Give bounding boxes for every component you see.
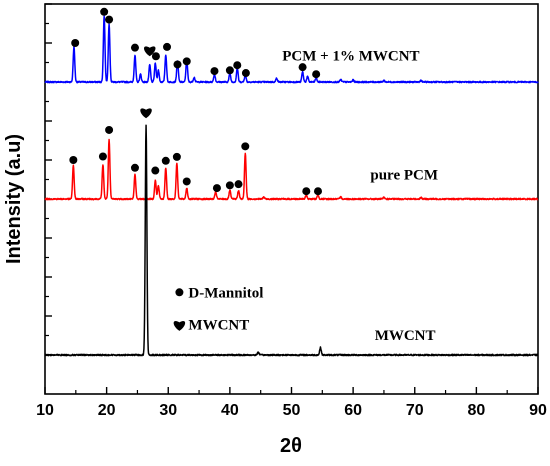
legend-dot-icon xyxy=(175,288,184,297)
dmannitol-dot-marker-9 xyxy=(225,66,234,75)
x-axis-title: 2θ xyxy=(280,435,302,457)
x-tick-label-3: 40 xyxy=(221,402,239,419)
mwcnt-heart-marker-0 xyxy=(144,46,156,57)
dmannitol-dot-marker-22 xyxy=(212,184,221,193)
series-group xyxy=(44,15,539,357)
series-line-0 xyxy=(44,15,539,84)
dmannitol-dot-marker-10 xyxy=(233,61,242,70)
dmannitol-dot-marker-15 xyxy=(98,152,107,161)
dmannitol-dot-marker-5 xyxy=(163,42,172,51)
dmannitol-dot-marker-18 xyxy=(151,166,160,175)
dmannitol-dot-marker-17 xyxy=(130,163,139,172)
dmannitol-dot-marker-4 xyxy=(151,52,160,61)
dmannitol-dot-marker-21 xyxy=(182,177,191,186)
axis-ticks xyxy=(44,3,539,394)
x-tick-labels: 10 20 30 40 50 60 70 80 90 xyxy=(36,402,547,419)
x-tick-label-5: 60 xyxy=(344,402,362,419)
dmannitol-dot-marker-11 xyxy=(241,69,250,78)
annotation-label-2: MWCNT xyxy=(375,328,436,344)
x-tick-label-2: 30 xyxy=(159,402,177,419)
annotation-group: PCM + 1% MWCNT pure PCM MWCNT D-Mannitol MWC… xyxy=(173,49,438,344)
dmannitol-dot-marker-3 xyxy=(130,43,139,52)
dmannitol-dot-marker-2 xyxy=(105,15,114,24)
dmannitol-dot-marker-20 xyxy=(172,152,181,161)
dmannitol-dot-marker-13 xyxy=(312,70,321,79)
y-axis-title: Intensity (a.u) xyxy=(3,134,25,264)
dmannitol-dot-marker-6 xyxy=(173,60,182,69)
dmannitol-dot-marker-27 xyxy=(313,187,322,196)
annotation-label-1: pure PCM xyxy=(370,168,438,184)
x-tick-label-4: 50 xyxy=(283,402,301,419)
dmannitol-dot-marker-1 xyxy=(100,7,109,16)
x-tick-label-1: 20 xyxy=(98,402,116,419)
x-tick-label-6: 70 xyxy=(406,402,424,419)
dmannitol-dot-marker-19 xyxy=(161,156,170,165)
dmannitol-dot-marker-8 xyxy=(210,67,219,76)
legend-heart-icon xyxy=(173,320,186,331)
dmannitol-dot-marker-16 xyxy=(105,125,114,134)
x-tick-label-0: 10 xyxy=(36,402,54,419)
annotation-label-4: MWCNT xyxy=(188,318,249,334)
marker-group xyxy=(69,7,322,196)
annotation-label-3: D-Mannitol xyxy=(188,285,263,301)
dmannitol-dot-marker-24 xyxy=(234,180,243,189)
annotation-label-0: PCM + 1% MWCNT xyxy=(282,49,419,65)
dmannitol-dot-marker-14 xyxy=(69,156,78,164)
dmannitol-dot-marker-25 xyxy=(241,142,250,151)
dmannitol-dot-marker-12 xyxy=(298,63,307,72)
series-line-1 xyxy=(44,138,539,201)
x-tick-label-8: 90 xyxy=(529,402,547,419)
dmannitol-dot-marker-0 xyxy=(71,39,80,47)
dmannitol-dot-marker-7 xyxy=(182,57,191,66)
mwcnt-heart-marker-1 xyxy=(140,108,152,119)
dmannitol-dot-marker-23 xyxy=(225,181,234,190)
dmannitol-dot-marker-26 xyxy=(302,187,311,196)
series-line-2 xyxy=(44,124,539,357)
x-tick-label-7: 80 xyxy=(467,402,485,419)
